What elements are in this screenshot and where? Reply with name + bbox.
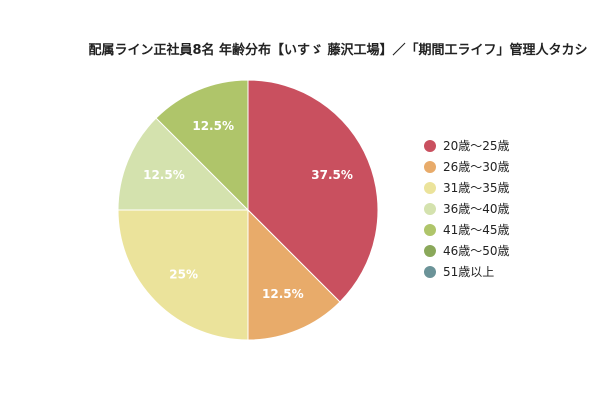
legend-label-4: 36歳〜40歳 [443,202,510,216]
pie-slice-2 [247,208,341,341]
slice-label-3: 25% [169,267,198,281]
slice-label-2: 12.5% [262,287,304,301]
pie-slice-labels: 37.5% 12.5% 25% 12.5% 12.5% [143,119,353,301]
legend-marker-6 [424,245,436,257]
legend-marker-1 [424,140,436,152]
legend-label-7: 51歳以上 [443,265,494,279]
legend-marker-3 [424,182,436,194]
chart-title: 配属ライン正社員8名 年齢分布【いすゞ 藤沢工場】／「期間工ライフ」管理人タカシ [88,42,587,58]
legend-marker-7 [424,266,436,278]
slice-label-5: 12.5% [192,119,234,133]
pie-slice-1 [247,79,379,303]
legend-marker-2 [424,161,436,173]
legend-marker-5 [424,224,436,236]
legend-label-6: 46歳〜50歳 [443,244,510,258]
legend-label-2: 26歳〜30歳 [443,160,510,174]
legend-label-1: 20歳〜25歳 [443,139,510,153]
slice-label-4: 12.5% [143,168,185,182]
legend-marker-4 [424,203,436,215]
legend-label-3: 31歳〜35歳 [443,181,510,195]
legend: 20歳〜25歳 26歳〜30歳 31歳〜35歳 36歳〜40歳 41歳〜45歳 46歳〜5… [424,139,510,279]
slice-label-1: 37.5% [311,168,353,182]
legend-label-5: 41歳〜45歳 [443,223,510,237]
pie-slice-3 [117,209,249,341]
pie-slices [117,79,379,341]
pie-slice-5 [155,79,249,212]
pie-slice-4 [117,117,250,211]
